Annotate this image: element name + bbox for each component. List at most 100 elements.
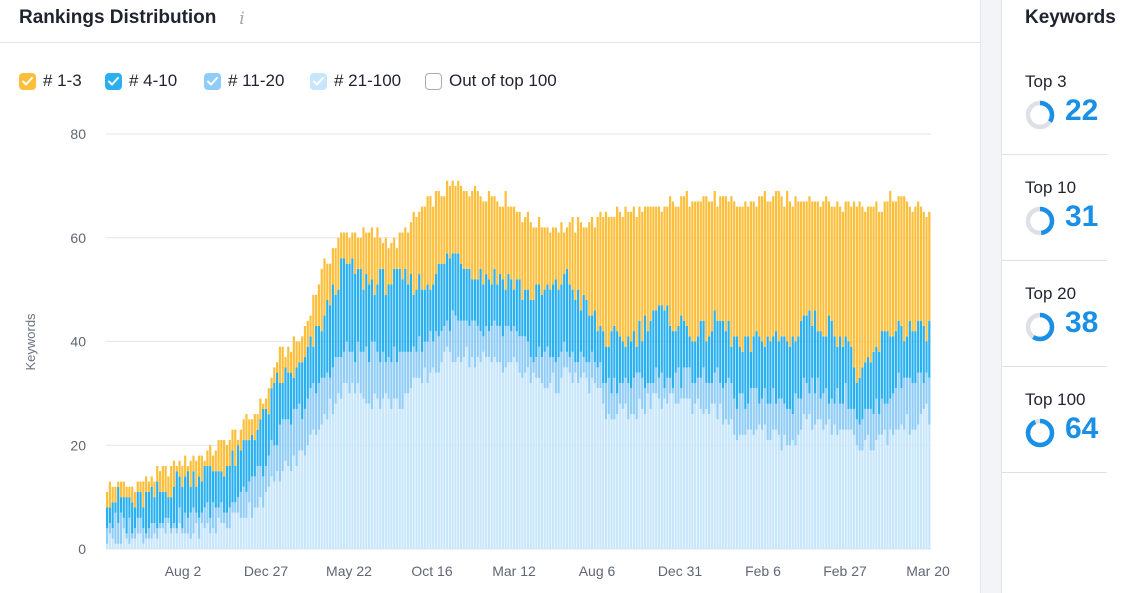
bar-segment-4-10[interactable]	[811, 325, 814, 378]
bar-segment-4-10[interactable]	[852, 367, 856, 409]
bar-segment-1-3[interactable]	[777, 191, 780, 342]
bar-segment-4-10[interactable]	[638, 320, 641, 373]
bar-segment-1-3[interactable]	[571, 217, 574, 290]
bar-segment-21-100[interactable]	[518, 372, 521, 550]
bar-segment-1-3[interactable]	[532, 227, 535, 301]
bar-segment-11-20[interactable]	[741, 393, 744, 435]
bar-segment-11-20[interactable]	[577, 362, 580, 383]
bar-segment-21-100[interactable]	[685, 398, 688, 549]
bar-segment-4-10[interactable]	[724, 331, 727, 384]
bar-segment-11-20[interactable]	[142, 528, 145, 544]
bar-segment-11-20[interactable]	[381, 351, 385, 399]
bar-segment-11-20[interactable]	[618, 383, 622, 404]
bar-segment-4-10[interactable]	[735, 336, 739, 409]
bar-segment-1-3[interactable]	[237, 440, 240, 446]
bar-segment-1-3[interactable]	[635, 217, 638, 347]
bar-segment-11-20[interactable]	[242, 486, 245, 518]
bar-segment-4-10[interactable]	[434, 274, 438, 332]
bar-segment-4-10[interactable]	[568, 284, 571, 358]
bar-segment-1-3[interactable]	[852, 201, 856, 368]
bar-segment-1-3[interactable]	[752, 201, 755, 337]
bar-segment-1-3[interactable]	[549, 232, 552, 290]
bar-segment-21-100[interactable]	[529, 383, 532, 549]
bar-segment-1-3[interactable]	[858, 201, 861, 378]
bar-segment-11-20[interactable]	[395, 362, 399, 399]
bar-segment-1-3[interactable]	[593, 227, 596, 311]
bar-segment-11-20[interactable]	[529, 357, 532, 383]
bar-segment-1-3[interactable]	[404, 227, 407, 269]
bar-segment-11-20[interactable]	[682, 367, 686, 399]
bar-segment-4-10[interactable]	[604, 346, 608, 383]
bar-segment-4-10[interactable]	[490, 284, 493, 326]
bar-segment-21-100[interactable]	[588, 393, 591, 550]
bar-segment-11-20[interactable]	[655, 367, 658, 394]
bar-segment-1-3[interactable]	[844, 201, 847, 337]
bar-segment-21-100[interactable]	[682, 398, 686, 549]
bar-segment-21-100[interactable]	[379, 408, 382, 549]
bar-segment-1-3[interactable]	[184, 455, 187, 477]
bar-segment-11-20[interactable]	[621, 383, 624, 409]
bar-segment-1-3[interactable]	[111, 486, 114, 503]
bar-segment-11-20[interactable]	[351, 351, 354, 384]
bar-segment-4-10[interactable]	[390, 284, 393, 363]
bar-segment-11-20[interactable]	[106, 528, 109, 544]
bar-segment-1-3[interactable]	[649, 206, 652, 321]
bar-segment-11-20[interactable]	[847, 408, 850, 430]
bar-segment-11-20[interactable]	[702, 367, 705, 415]
bar-segment-11-20[interactable]	[554, 362, 557, 394]
bar-segment-1-3[interactable]	[830, 206, 833, 321]
bars-layer[interactable]	[106, 180, 931, 550]
bar-segment-11-20[interactable]	[295, 408, 298, 466]
bar-segment-1-3[interactable]	[415, 217, 418, 290]
bar-segment-1-3[interactable]	[699, 201, 702, 321]
bar-segment-4-10[interactable]	[582, 294, 585, 358]
bar-segment-21-100[interactable]	[267, 486, 270, 549]
bar-segment-1-3[interactable]	[680, 196, 683, 316]
bar-segment-1-3[interactable]	[468, 196, 471, 269]
bar-segment-1-3[interactable]	[922, 211, 925, 326]
bar-segment-4-10[interactable]	[278, 383, 281, 425]
bar-segment-21-100[interactable]	[841, 429, 844, 549]
bar-segment-1-3[interactable]	[869, 206, 872, 363]
bar-segment-21-100[interactable]	[827, 419, 831, 549]
bar-segment-4-10[interactable]	[705, 341, 708, 384]
bar-segment-1-3[interactable]	[122, 481, 125, 498]
bar-segment-1-3[interactable]	[582, 227, 585, 295]
bar-segment-21-100[interactable]	[844, 429, 847, 549]
bar-segment-4-10[interactable]	[677, 325, 680, 368]
bar-segment-4-10[interactable]	[925, 341, 928, 373]
bar-segment-11-20[interactable]	[209, 517, 212, 534]
bar-segment-4-10[interactable]	[195, 486, 198, 513]
bar-segment-21-100[interactable]	[376, 398, 379, 549]
bar-segment-11-20[interactable]	[367, 362, 371, 404]
bar-segment-11-20[interactable]	[315, 393, 318, 435]
bar-segment-4-10[interactable]	[538, 284, 541, 347]
bar-segment-4-10[interactable]	[237, 445, 240, 498]
bar-segment-21-100[interactable]	[805, 419, 808, 549]
bar-segment-11-20[interactable]	[733, 398, 736, 435]
bar-segment-21-100[interactable]	[928, 424, 931, 550]
bar-segment-21-100[interactable]	[540, 383, 543, 549]
bar-segment-11-20[interactable]	[125, 533, 128, 539]
bar-segment-1-3[interactable]	[800, 201, 803, 321]
bar-segment-21-100[interactable]	[328, 398, 332, 549]
bar-segment-4-10[interactable]	[646, 331, 649, 384]
bar-segment-21-100[interactable]	[239, 517, 242, 550]
bar-segment-11-20[interactable]	[758, 403, 761, 425]
bar-segment-1-3[interactable]	[161, 466, 164, 492]
bar-segment-1-3[interactable]	[242, 419, 245, 441]
bar-segment-4-10[interactable]	[228, 466, 231, 508]
bar-segment-21-100[interactable]	[192, 533, 195, 549]
bar-segment-21-100[interactable]	[295, 466, 298, 549]
bar-segment-21-100[interactable]	[504, 367, 507, 549]
bar-segment-21-100[interactable]	[457, 357, 460, 549]
bar-segment-11-20[interactable]	[446, 320, 449, 347]
bar-segment-4-10[interactable]	[858, 377, 861, 425]
bar-segment-21-100[interactable]	[498, 362, 502, 549]
bar-segment-1-3[interactable]	[451, 180, 454, 254]
bar-segment-4-10[interactable]	[303, 357, 307, 409]
bar-segment-21-100[interactable]	[616, 414, 619, 550]
bar-segment-4-10[interactable]	[504, 289, 507, 326]
bar-segment-21-100[interactable]	[657, 398, 661, 549]
bar-segment-1-3[interactable]	[841, 211, 844, 347]
